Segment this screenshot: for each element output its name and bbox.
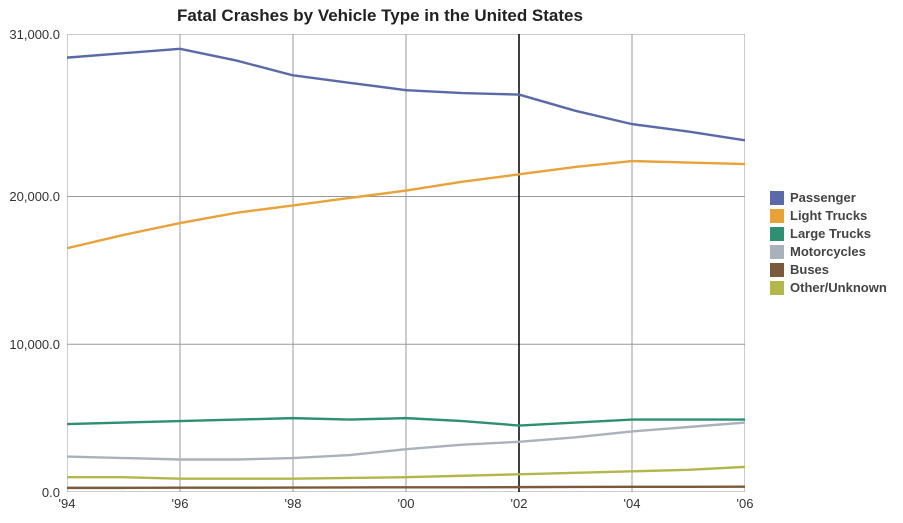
legend-item: Buses [770,262,887,277]
legend: Passenger Light Trucks Large Trucks Motorcy… [770,190,887,298]
legend-label: Buses [790,262,829,277]
legend-label: Other/Unknown [790,280,887,295]
legend-label: Passenger [790,190,856,205]
legend-item: Motorcycles [770,244,887,259]
y-tick-label: 31,000.0 [0,27,60,42]
plot-area [67,34,745,492]
legend-item: Light Trucks [770,208,887,223]
legend-item: Other/Unknown [770,280,887,295]
chart-title: Fatal Crashes by Vehicle Type in the Uni… [0,6,760,26]
legend-item: Large Trucks [770,226,887,241]
x-tick-label: '00 [386,496,426,511]
x-tick-label: '96 [160,496,200,511]
legend-swatch [770,245,784,259]
legend-label: Large Trucks [790,226,871,241]
x-tick-label: '06 [725,496,765,511]
legend-item: Passenger [770,190,887,205]
x-tick-label: '94 [47,496,87,511]
legend-swatch [770,209,784,223]
legend-swatch [770,191,784,205]
x-tick-label: '98 [273,496,313,511]
legend-label: Motorcycles [790,244,866,259]
y-tick-label: 20,000.0 [0,189,60,204]
legend-swatch [770,227,784,241]
y-tick-label: 10,000.0 [0,337,60,352]
x-tick-label: '02 [499,496,539,511]
chart-container: Fatal Crashes by Vehicle Type in the Uni… [0,0,903,523]
series-line [67,487,745,488]
legend-label: Light Trucks [790,208,867,223]
legend-swatch [770,281,784,295]
x-tick-label: '04 [612,496,652,511]
legend-swatch [770,263,784,277]
